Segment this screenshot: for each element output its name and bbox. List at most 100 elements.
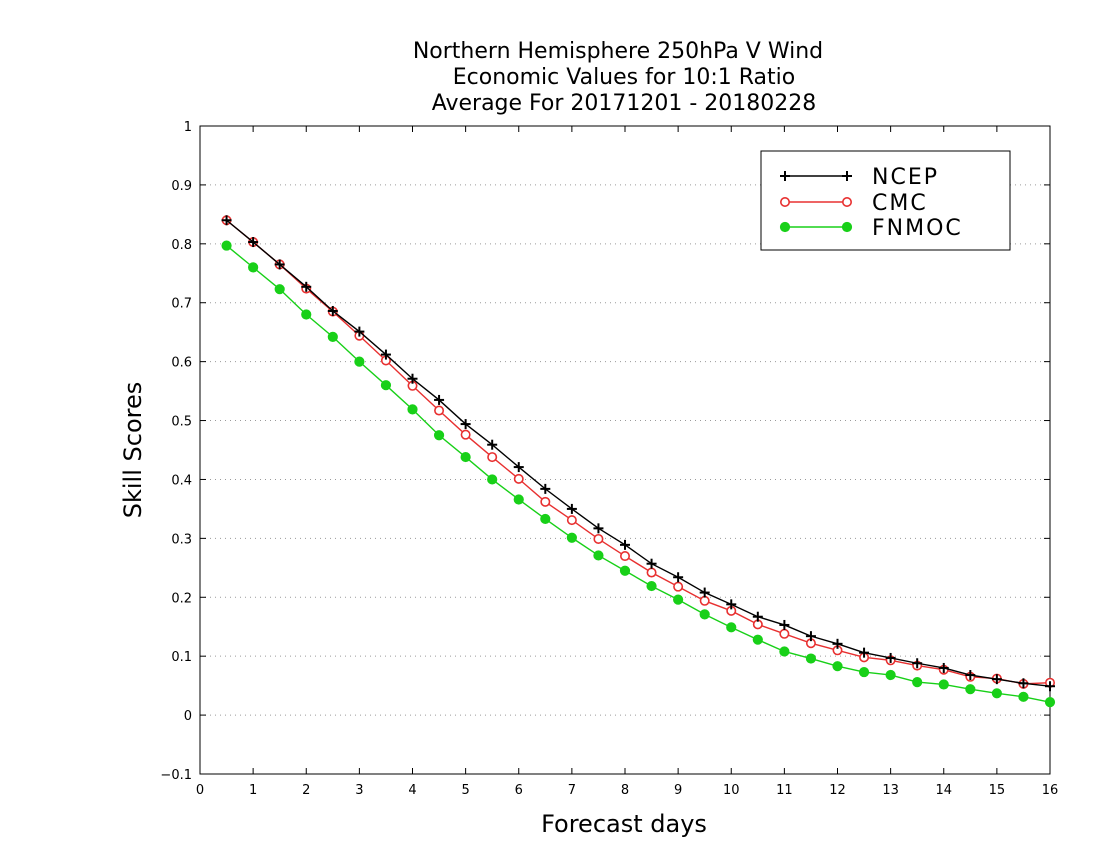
- data-point-ncep: [620, 539, 630, 550]
- data-point-fnmoc: [274, 284, 285, 295]
- data-point-fnmoc: [885, 669, 896, 681]
- data-point-fnmoc: [1018, 691, 1029, 702]
- y-tick-label: 0.7: [171, 297, 192, 312]
- data-point-ncep: [301, 281, 312, 292]
- series-line-ncep: [226, 219, 1051, 687]
- series-ncep: [221, 215, 1055, 692]
- series-fnmoc: [221, 240, 1056, 708]
- x-tick-label: 12: [829, 783, 846, 798]
- data-point-ncep: [1045, 681, 1055, 692]
- data-point-ncep: [965, 670, 976, 681]
- legend-marker-fnmoc: [841, 221, 853, 233]
- data-point-fnmoc: [566, 532, 577, 543]
- x-tick-label: 3: [355, 783, 363, 798]
- x-tick-label: 15: [989, 783, 1006, 798]
- data-point-fnmoc: [540, 513, 551, 525]
- chart-title-line-3: Average For 20171201 - 20180228: [432, 91, 817, 116]
- y-tick-label: 0.8: [171, 238, 192, 253]
- data-point-ncep: [885, 652, 896, 663]
- data-point-fnmoc: [991, 688, 1002, 699]
- data-point-fnmoc: [513, 494, 524, 505]
- series-cmc: [221, 215, 1056, 689]
- data-point-cmc: [487, 452, 498, 463]
- y-tick-label: 1: [184, 120, 192, 135]
- data-point-fnmoc: [301, 309, 312, 320]
- legend-marker-ncep: [780, 171, 790, 181]
- data-point-ncep: [912, 658, 923, 669]
- series-line-cmc: [226, 219, 1051, 685]
- legend-marker-ncep: [842, 171, 852, 181]
- data-point-fnmoc: [1044, 697, 1056, 708]
- y-tick-label: 0.3: [171, 532, 192, 547]
- data-point-fnmoc: [726, 622, 737, 633]
- data-point-ncep: [380, 349, 391, 360]
- x-tick-label: 5: [461, 783, 469, 798]
- legend-label-ncep: NCEP: [872, 165, 939, 190]
- data-point-fnmoc: [593, 550, 604, 561]
- data-point-fnmoc: [327, 331, 338, 342]
- data-point-fnmoc: [248, 262, 259, 273]
- data-point-cmc: [566, 515, 577, 526]
- data-point-ncep: [593, 523, 604, 534]
- data-point-ncep: [327, 305, 338, 316]
- data-point-cmc: [779, 628, 790, 639]
- chart-title-line-2: Economic Values for 10:1 Ratio: [453, 65, 795, 90]
- data-point-cmc: [593, 533, 604, 544]
- data-point-cmc: [619, 551, 630, 562]
- data-point-fnmoc: [938, 679, 949, 690]
- x-tick-label: 14: [935, 783, 952, 798]
- data-point-fnmoc: [858, 666, 870, 678]
- x-tick-label: 10: [723, 783, 740, 798]
- data-point-fnmoc: [619, 565, 631, 576]
- data-point-fnmoc: [646, 580, 657, 592]
- data-point-ncep: [354, 326, 365, 337]
- data-point-fnmoc: [805, 653, 817, 664]
- data-point-ncep: [805, 631, 816, 642]
- x-tick-label: 9: [674, 783, 682, 798]
- data-point-ncep: [938, 662, 949, 673]
- data-point-cmc: [460, 429, 471, 440]
- data-point-fnmoc: [965, 684, 976, 695]
- chart-title-line-1: Northern Hemisphere 250hPa V Wind: [413, 39, 823, 64]
- data-point-ncep: [752, 611, 763, 622]
- legend-marker-cmc: [841, 197, 852, 208]
- legend-marker-fnmoc: [779, 221, 791, 233]
- x-tick-label: 0: [196, 783, 204, 798]
- y-tick-label: 0.5: [171, 415, 192, 430]
- data-point-fnmoc: [433, 430, 445, 441]
- data-point-fnmoc: [673, 594, 684, 605]
- data-point-ncep: [221, 215, 232, 226]
- data-point-ncep: [832, 638, 843, 649]
- data-point-cmc: [540, 496, 551, 507]
- data-point-ncep: [540, 483, 551, 494]
- data-point-ncep: [248, 237, 259, 248]
- data-point-ncep: [407, 373, 418, 384]
- data-point-fnmoc: [752, 634, 763, 645]
- data-point-fnmoc: [460, 451, 471, 463]
- x-tick-label: 16: [1042, 783, 1059, 798]
- legend-marker-cmc: [779, 197, 790, 208]
- data-point-ncep: [673, 572, 684, 583]
- legend-label-fnmoc: FNMOC: [872, 216, 963, 241]
- data-point-cmc: [673, 581, 684, 592]
- data-point-ncep: [699, 587, 710, 598]
- x-tick-label: 13: [882, 783, 899, 798]
- data-point-fnmoc: [407, 404, 418, 415]
- data-point-ncep: [274, 259, 285, 270]
- data-point-fnmoc: [779, 646, 790, 657]
- x-tick-label: 7: [568, 783, 576, 798]
- legend-entry-ncep: NCEP: [780, 165, 939, 190]
- data-point-ncep: [434, 394, 445, 405]
- axis-ticks: [199, 125, 1051, 775]
- y-axis-title: Skill Scores: [119, 382, 147, 519]
- y-tick-label: 0.6: [171, 356, 192, 371]
- y-tick-label: 0.4: [171, 473, 192, 488]
- y-tick-label: 0: [184, 709, 192, 724]
- legend-box: [760, 150, 1011, 251]
- x-tick-label: 11: [776, 783, 793, 798]
- x-tick-label: 1: [249, 783, 257, 798]
- data-point-ncep: [991, 674, 1002, 685]
- series-line-fnmoc: [226, 245, 1051, 703]
